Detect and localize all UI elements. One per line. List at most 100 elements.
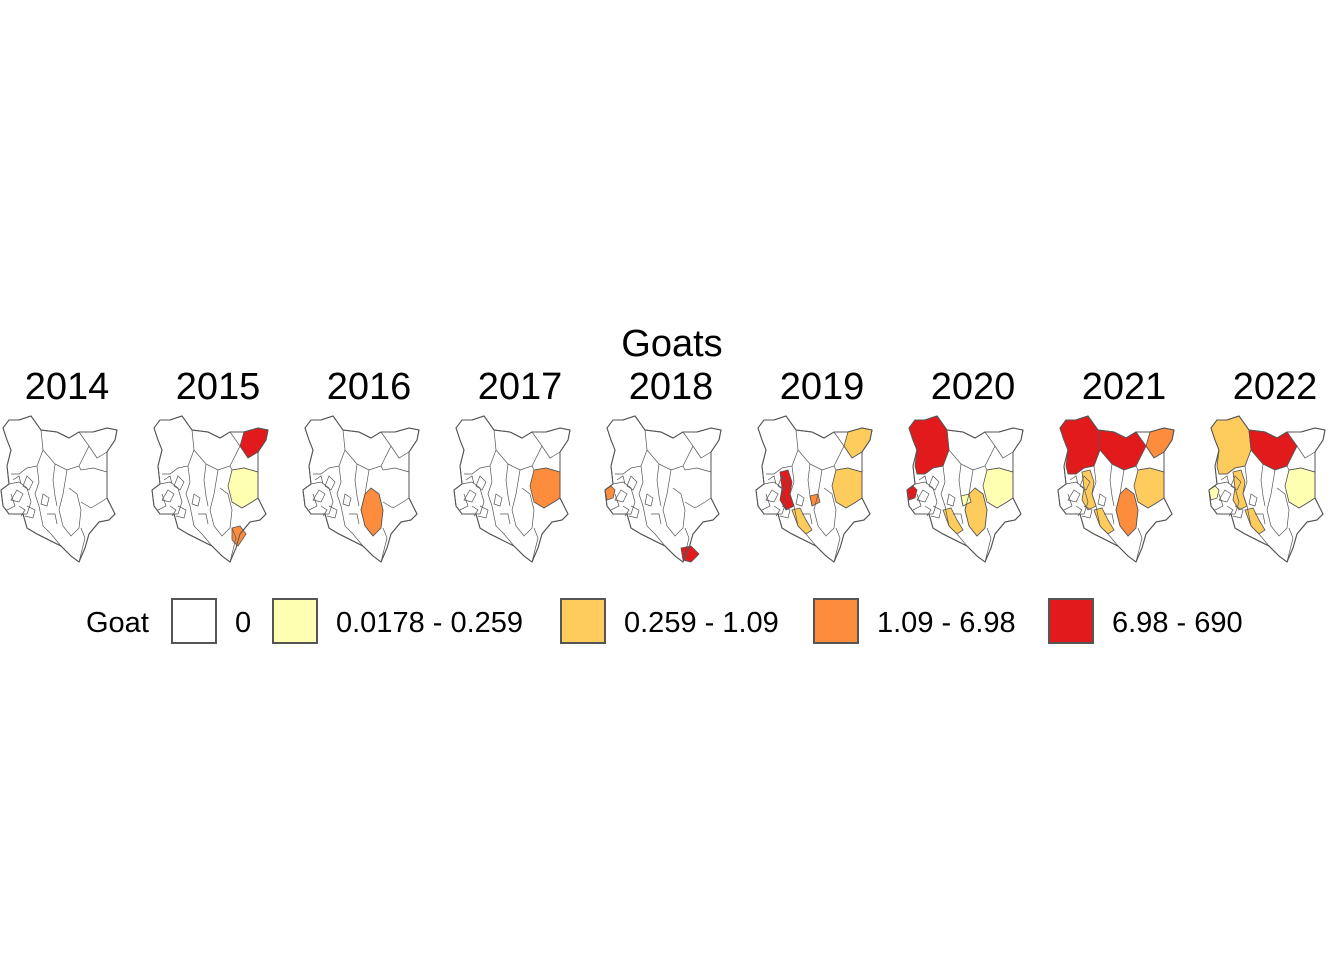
county-boundary (203, 463, 209, 507)
county-boundary (807, 463, 813, 507)
map-panel-2018: 2018 (597, 364, 745, 579)
county-boundary (843, 445, 863, 459)
county-boundary (1296, 445, 1316, 459)
county-boundary (1286, 465, 1316, 473)
county-boundary (463, 489, 477, 503)
county-boundary (628, 505, 640, 519)
county-boundary (493, 493, 503, 507)
county-boundary (766, 429, 799, 475)
county-boundary (1216, 481, 1240, 515)
county-boundary (612, 481, 636, 515)
county-boundary (500, 513, 511, 525)
county-boundary (1219, 429, 1252, 475)
country-border (302, 415, 420, 563)
county-boundary (1109, 463, 1115, 507)
county-boundary (1214, 493, 1224, 511)
county-boundary (382, 497, 410, 509)
county-boundary (946, 493, 956, 507)
country-border (0, 415, 118, 563)
legend-label: 1.09 - 6.98 (877, 607, 1016, 639)
county-boundary (185, 465, 213, 547)
legend: Goat 0 0.0178 - 0.259 0.259 - 1.09 1.09 … (0, 597, 1344, 649)
county-boundary (1135, 527, 1143, 563)
county-boundary (505, 463, 511, 507)
county-boundary (198, 513, 209, 525)
county-boundary (912, 493, 922, 511)
county-boundary (692, 445, 712, 459)
county-boundary (656, 463, 662, 507)
county-boundary (6, 493, 16, 511)
county-boundary (1145, 445, 1165, 459)
kenya-map (604, 415, 722, 563)
legend-label: 0.0178 - 0.259 (336, 607, 524, 639)
county-boundary (533, 497, 561, 509)
county-boundary (58, 469, 82, 537)
county-boundary (229, 527, 237, 563)
county-boundary (163, 475, 173, 485)
county-boundary (10, 489, 24, 503)
county-boundary (682, 527, 690, 563)
county-boundary (310, 481, 334, 515)
county-boundary (1104, 513, 1115, 525)
county-boundary (765, 489, 779, 503)
county-boundary (835, 497, 863, 509)
county-boundary (390, 445, 410, 459)
county-boundary (8, 481, 32, 515)
county-boundary (344, 431, 392, 471)
county-boundary (477, 505, 489, 519)
county-boundary (761, 493, 771, 511)
county-boundary (12, 475, 22, 485)
county-boundary (159, 481, 183, 515)
county-boundary (940, 465, 968, 547)
county-boundary (682, 465, 712, 473)
county-boundary (80, 497, 108, 509)
county-boundary (465, 475, 475, 485)
county-boundary (1242, 465, 1270, 547)
kenya-map (453, 415, 571, 563)
county-boundary (1230, 475, 1242, 491)
county-boundary (308, 493, 318, 511)
county-boundary (461, 481, 485, 515)
county-boundary (616, 475, 626, 485)
county-boundary (953, 513, 964, 525)
county-boundary (326, 505, 338, 519)
county-boundary (964, 469, 988, 537)
county-boundary (1255, 513, 1266, 525)
legend-label: 6.98 - 690 (1112, 607, 1243, 639)
county-boundary (193, 431, 241, 471)
county-boundary (231, 497, 259, 509)
kenya-map (906, 415, 1024, 563)
county-boundary (47, 513, 58, 525)
county-boundary (175, 505, 187, 519)
county-boundary (1137, 497, 1165, 509)
county-boundary (1068, 429, 1101, 475)
kenya-map (302, 415, 420, 563)
county-boundary (324, 475, 336, 491)
county-boundary (1115, 469, 1139, 537)
map-panel-2021: 2021 (1050, 364, 1198, 579)
county-boundary (1248, 493, 1258, 507)
county-boundary (312, 489, 326, 503)
county-boundary (314, 475, 324, 485)
county-boundary (930, 505, 942, 519)
county-boundary (684, 497, 712, 509)
panel-year-label: 2019 (779, 366, 865, 408)
legend-swatch (1048, 598, 1094, 644)
county-boundary (1232, 505, 1244, 519)
county-boundary (917, 429, 950, 475)
legend-label: 0.259 - 1.09 (624, 607, 779, 639)
legend-swatch (272, 598, 318, 644)
county-boundary (918, 475, 928, 485)
country-border (604, 415, 722, 563)
county-boundary (916, 489, 930, 503)
county-boundary (1097, 493, 1107, 507)
county-boundary (1063, 493, 1073, 511)
county-boundary (229, 465, 259, 473)
county-boundary (1286, 527, 1294, 563)
county-boundary (495, 431, 543, 471)
country-border (1208, 415, 1326, 563)
county-boundary (1218, 489, 1232, 503)
county-boundary (511, 469, 535, 537)
map-panel-2016: 2016 (295, 364, 443, 579)
map-panel-2017: 2017 (446, 364, 594, 579)
